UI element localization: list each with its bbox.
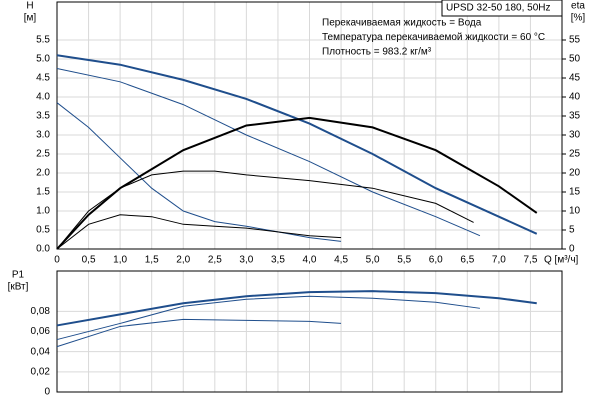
x-tick-label: 6,0 (429, 255, 443, 266)
y-tick-label: 0,08 (31, 306, 51, 317)
annotation: Температура перекачиваемой жидкости = 60… (322, 32, 545, 43)
y-tick-label: 3.5 (36, 111, 50, 122)
y-tick-label: 0 (44, 387, 50, 398)
y-tick-label: 0,04 (31, 346, 51, 357)
y-tick-label: 3.0 (36, 130, 50, 141)
curve (56, 318, 342, 348)
y-tick-label: 4.5 (36, 73, 50, 84)
curve (56, 116, 538, 250)
y2-tick-label: 15 (569, 187, 581, 198)
y2-axis-label: eta (571, 1, 585, 12)
y-tick-label: 1.0 (36, 206, 50, 217)
y2-tick-label: 40 (569, 92, 581, 103)
x-tick-label: 1,0 (113, 255, 127, 266)
curve (56, 170, 474, 250)
y-tick-label: 2.5 (36, 149, 50, 160)
y-tick-label: 5.0 (36, 54, 50, 65)
x-tick-label: 6,5 (460, 255, 474, 266)
annotation: Плотность = 983.2 кг/м³ (322, 47, 432, 58)
y-tick-label: 0,06 (31, 326, 51, 337)
x-tick-label: 3,5 (271, 255, 285, 266)
y-axis-label: [м] (24, 13, 37, 24)
x-tick-label: 5,5 (397, 255, 411, 266)
y-tick-label: 1.5 (36, 187, 50, 198)
y2-axis-label: [%] (571, 13, 586, 24)
y2-tick-label: 50 (569, 54, 581, 65)
y-axis-label: [кВт] (8, 282, 29, 293)
x-tick-label: 4,0 (303, 255, 317, 266)
y2-tick-label: 10 (569, 206, 581, 217)
curve (56, 214, 342, 250)
y-tick-label: 0,02 (31, 366, 51, 377)
x-tick-label: 7,0 (492, 255, 506, 266)
y2-tick-label: 20 (569, 168, 581, 179)
x-tick-label: 1,5 (145, 255, 159, 266)
curve (56, 54, 538, 235)
curve (56, 68, 481, 237)
y-tick-label: 4.0 (36, 92, 50, 103)
y-tick-label: 0.5 (36, 225, 50, 236)
y2-tick-label: 45 (569, 73, 581, 84)
y-axis-label: H (26, 1, 33, 12)
annotation: Перекачиваемая жидкость = Вода (322, 18, 482, 29)
y-tick-label: 5.5 (36, 35, 50, 46)
plot-frame (56, 270, 563, 393)
x-tick-label: 0 (54, 255, 60, 266)
x-tick-label: 7,5 (523, 255, 537, 266)
y2-tick-label: 35 (569, 111, 581, 122)
y-tick-label: 2.0 (36, 168, 50, 179)
y2-tick-label: 25 (569, 149, 581, 160)
y-axis-label: P1 (12, 270, 25, 281)
x-tick-label: 2,0 (176, 255, 190, 266)
y2-tick-label: 30 (569, 130, 581, 141)
curve (56, 295, 481, 341)
y2-tick-label: 55 (569, 35, 581, 46)
chart-title: UPSD 32-50 180, 50Hz (446, 3, 551, 14)
x-tick-label: 4,5 (334, 255, 348, 266)
plot-frame (56, 1, 563, 250)
y2-tick-label: 5 (569, 225, 575, 236)
title-box (441, 0, 563, 17)
x-tick-label: 0,5 (82, 255, 96, 266)
x-tick-label: 5,0 (366, 255, 380, 266)
curve (56, 102, 342, 242)
x-tick-label: 3,0 (239, 255, 253, 266)
y2-tick-label: 0 (569, 244, 575, 255)
curve (56, 290, 537, 327)
x-tick-label: 2,5 (208, 255, 222, 266)
y-tick-label: 0.0 (36, 244, 50, 255)
x-axis-label: Q [м³/ч] (544, 255, 579, 266)
